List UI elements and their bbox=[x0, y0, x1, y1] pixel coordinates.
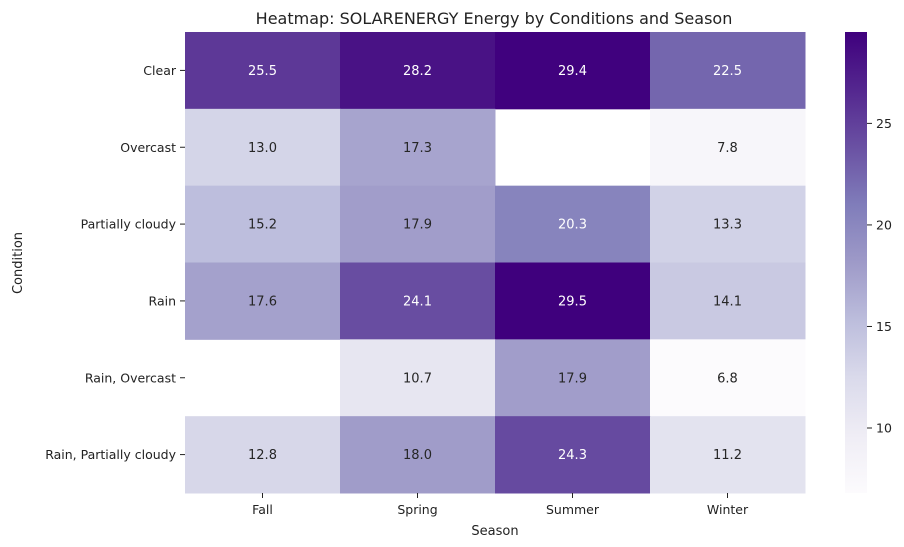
heatmap-cell bbox=[650, 416, 806, 494]
cell-value-label: 17.3 bbox=[403, 141, 432, 156]
cell-value-label: 29.5 bbox=[558, 294, 587, 309]
heatmap-cell bbox=[185, 416, 341, 494]
heatmap-cell bbox=[340, 339, 496, 417]
cell-value-label: 29.4 bbox=[558, 64, 587, 79]
cell-value-label: 17.9 bbox=[403, 218, 432, 233]
heatmap-cell bbox=[340, 416, 496, 494]
colorbar-tick-label: 15 bbox=[876, 319, 892, 334]
heatmap-cell bbox=[495, 339, 651, 417]
cell-value-label: 25.5 bbox=[248, 64, 277, 79]
cell-value-label: 17.9 bbox=[558, 371, 587, 386]
heatmap-cell bbox=[185, 185, 341, 263]
cell-value-label: 20.3 bbox=[558, 218, 587, 233]
heatmap-cell bbox=[185, 32, 341, 110]
heatmap-cell bbox=[650, 108, 806, 187]
cell-value-label: 11.2 bbox=[713, 448, 742, 463]
y-tick-label: Clear bbox=[143, 63, 177, 78]
heatmap-cell bbox=[650, 185, 806, 263]
heatmap-cell bbox=[185, 262, 341, 340]
heatmap-cell bbox=[495, 32, 651, 110]
cell-value-label: 10.7 bbox=[403, 371, 432, 386]
y-tick-labels: Clear Overcast Partially cloudy Rain Rain, O… bbox=[45, 63, 185, 462]
y-tick-label: Partially cloudy bbox=[81, 217, 177, 232]
heatmap-cell bbox=[340, 262, 496, 340]
colorbar-tick-label: 25 bbox=[876, 116, 892, 131]
cell-value-label: 17.6 bbox=[248, 294, 277, 309]
x-tick-label: Winter bbox=[707, 502, 749, 517]
cell-value-label: 7.8 bbox=[717, 141, 738, 156]
x-tick-label: Summer bbox=[546, 502, 600, 517]
heatmap-cell bbox=[340, 32, 496, 110]
y-tick-label: Rain bbox=[149, 293, 176, 308]
cell-value-label: 18.0 bbox=[403, 448, 432, 463]
y-tick-label: Rain, Overcast bbox=[85, 370, 176, 385]
heatmap-cell bbox=[495, 416, 651, 494]
heatmap-cell bbox=[495, 185, 651, 263]
cell-value-label: 14.1 bbox=[713, 294, 742, 309]
x-tick-label: Spring bbox=[397, 502, 437, 517]
y-tick-label: Overcast bbox=[120, 140, 176, 155]
x-tick-labels: Fall Spring Summer Winter bbox=[252, 493, 749, 517]
colorbar-tick-label: 10 bbox=[876, 421, 892, 436]
cell-value-label: 15.2 bbox=[248, 218, 277, 233]
cell-value-label: 24.1 bbox=[403, 294, 432, 309]
cell-value-label: 28.2 bbox=[403, 64, 432, 79]
y-tick-label: Rain, Partially cloudy bbox=[45, 447, 176, 462]
y-axis-label: Condition bbox=[11, 232, 26, 294]
colorbar bbox=[845, 32, 867, 493]
x-axis-label: Season bbox=[471, 524, 518, 539]
chart-title: Heatmap: SOLARENERGY Energy by Condition… bbox=[256, 9, 733, 28]
heatmap-cell bbox=[495, 262, 651, 340]
heatmap-cell bbox=[185, 108, 341, 187]
x-tick-label: Fall bbox=[252, 502, 273, 517]
colorbar-ticks: 10 15 20 25 bbox=[867, 116, 892, 436]
heatmap-cell bbox=[340, 108, 496, 187]
heatmap-cell bbox=[650, 262, 806, 340]
cell-value-label: 13.3 bbox=[713, 218, 742, 233]
cell-value-label: 22.5 bbox=[713, 64, 742, 79]
cell-value-label: 6.8 bbox=[717, 371, 738, 386]
colorbar-tick-label: 20 bbox=[876, 217, 892, 232]
heatmap-cell bbox=[340, 185, 496, 263]
heatmap-cell bbox=[650, 339, 806, 417]
cell-value-label: 12.8 bbox=[248, 448, 277, 463]
cell-value-label: 24.3 bbox=[558, 448, 587, 463]
cell-value-label: 13.0 bbox=[248, 141, 277, 156]
heatmap-cells: 25.5 28.2 29.4 22.5 13.0 17.3 7.8 15.2 17.9 20.3 1… bbox=[185, 32, 806, 494]
heatmap-cell bbox=[650, 32, 806, 110]
